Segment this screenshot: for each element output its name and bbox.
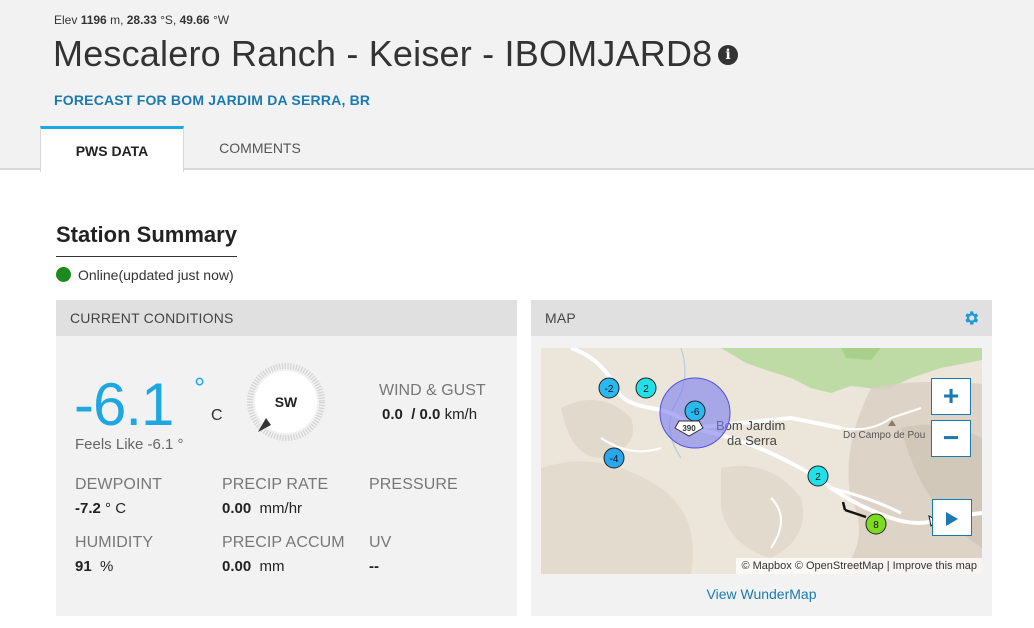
precip-accum-unit: mm bbox=[259, 558, 285, 575]
wind-gust-label: WIND & GUST bbox=[379, 382, 486, 399]
station-marker[interactable]: 8 bbox=[841, 501, 887, 535]
humidity-unit: % bbox=[100, 558, 114, 575]
play-button[interactable] bbox=[932, 499, 972, 536]
station-marker[interactable]: -4 bbox=[603, 447, 625, 469]
map-panel: MAP Bom Jardim da Serra bbox=[531, 300, 992, 616]
station-marker-value: -6 bbox=[691, 407, 700, 418]
uv-value: -- bbox=[369, 558, 379, 575]
elev-label: Elev bbox=[54, 13, 81, 27]
station-marker-value: -2 bbox=[605, 384, 614, 395]
precip-accum-number: 0.00 bbox=[222, 558, 252, 575]
station-header: Elev 1196 m, 28.33 °S, 49.66 °W Mescaler… bbox=[0, 0, 1034, 172]
precip-accum-value: 0.00 mm bbox=[222, 558, 285, 575]
station-marker[interactable]: 2 bbox=[807, 465, 829, 487]
current-conditions-header: CURRENT CONDITIONS bbox=[56, 300, 517, 336]
station-marker-current[interactable]: -6 bbox=[684, 400, 706, 422]
precip-rate-label: PRECIP RATE bbox=[222, 476, 329, 493]
station-summary-title: Station Summary bbox=[56, 222, 237, 257]
map-view[interactable]: Bom Jardim da Serra Do Campo de Pou 390 … bbox=[541, 348, 982, 574]
precip-rate-unit: mm/hr bbox=[259, 500, 303, 517]
wind-direction-label: SW bbox=[275, 394, 298, 410]
wind-unit: km/h bbox=[444, 406, 478, 423]
humidity-number: 91 bbox=[75, 558, 92, 575]
elev-unit: m, bbox=[106, 13, 127, 27]
view-wundermap-link[interactable]: View WunderMap bbox=[706, 586, 817, 602]
forecast-link[interactable]: FORECAST FOR BOM JARDIM DA SERRA, BR bbox=[54, 92, 371, 108]
latitude-value: 28.33 bbox=[126, 13, 157, 27]
humidity-label: HUMIDITY bbox=[75, 534, 154, 551]
elevation-coordinates: Elev 1196 m, 28.33 °S, 49.66 °W bbox=[54, 13, 229, 27]
map-town-label: Bom Jardim bbox=[716, 418, 785, 433]
station-marker[interactable]: 2 bbox=[635, 377, 657, 399]
uv-number: -- bbox=[369, 558, 379, 575]
zoom-in-button[interactable]: + bbox=[931, 378, 971, 415]
precip-rate-number: 0.00 bbox=[222, 500, 252, 517]
info-icon[interactable]: i bbox=[718, 45, 738, 65]
station-marker-value: 2 bbox=[815, 472, 821, 483]
online-status-text: Online(updated just now) bbox=[78, 267, 234, 283]
map-canvas: Bom Jardim da Serra Do Campo de Pou 390 … bbox=[541, 348, 982, 574]
precip-accum-label: PRECIP ACCUM bbox=[222, 534, 345, 551]
pressure-label: PRESSURE bbox=[369, 476, 458, 493]
precip-rate-value: 0.00 mm/hr bbox=[222, 500, 302, 517]
online-status-dot bbox=[56, 267, 71, 282]
latitude-unit: °S, bbox=[156, 13, 180, 27]
dewpoint-unit: ° C bbox=[105, 500, 127, 517]
temperature-unit: C bbox=[211, 407, 223, 424]
dewpoint-value: -7.2 ° C bbox=[75, 500, 126, 517]
zoom-out-button[interactable]: − bbox=[931, 420, 971, 457]
play-icon bbox=[946, 512, 958, 527]
gear-icon[interactable] bbox=[962, 309, 980, 327]
station-marker-value: 2 bbox=[643, 384, 649, 395]
map-place-label: Do Campo de Pou bbox=[843, 430, 925, 441]
dewpoint-number: -7.2 bbox=[75, 500, 101, 517]
road-shield-number: 390 bbox=[682, 424, 696, 433]
longitude-value: 49.66 bbox=[179, 13, 210, 27]
wind-direction-pointer-icon bbox=[258, 418, 271, 432]
wind-gust-value: 0.0 / 0.0 km/h bbox=[382, 406, 477, 423]
map-header: MAP bbox=[531, 300, 992, 336]
longitude-unit: °W bbox=[209, 13, 230, 27]
tab-pws-data[interactable]: PWS DATA bbox=[40, 126, 184, 172]
temperature-value: -6.1 bbox=[74, 371, 174, 438]
uv-label: UV bbox=[369, 534, 392, 551]
dewpoint-label: DEWPOINT bbox=[75, 476, 163, 493]
temperature-degree-symbol: ° bbox=[194, 372, 206, 403]
station-marker-value: 8 bbox=[873, 520, 879, 531]
station-marker-value: -4 bbox=[610, 454, 619, 465]
wind-separator: / bbox=[402, 406, 420, 423]
map-attribution[interactable]: © Mapbox © OpenStreetMap | Improve this … bbox=[736, 558, 982, 574]
humidity-value: 91 % bbox=[75, 558, 113, 575]
mountain-peak-icon bbox=[888, 420, 896, 426]
wind-compass: SW bbox=[247, 363, 325, 441]
elev-value: 1196 bbox=[80, 13, 107, 27]
tab-comments[interactable]: COMMENTS bbox=[219, 140, 301, 156]
station-marker[interactable]: -2 bbox=[598, 377, 620, 399]
gust-speed: 0.0 bbox=[419, 406, 441, 423]
feels-like: Feels Like -6.1 ° bbox=[75, 436, 184, 453]
map-town-label-line2: da Serra bbox=[727, 433, 778, 448]
wind-speed: 0.0 bbox=[382, 406, 403, 423]
current-conditions-panel: CURRENT CONDITIONS -6.1 ° C Feels Like -… bbox=[56, 300, 517, 616]
station-title: Mescalero Ranch - Keiser - IBOMJARD8 bbox=[53, 33, 713, 74]
